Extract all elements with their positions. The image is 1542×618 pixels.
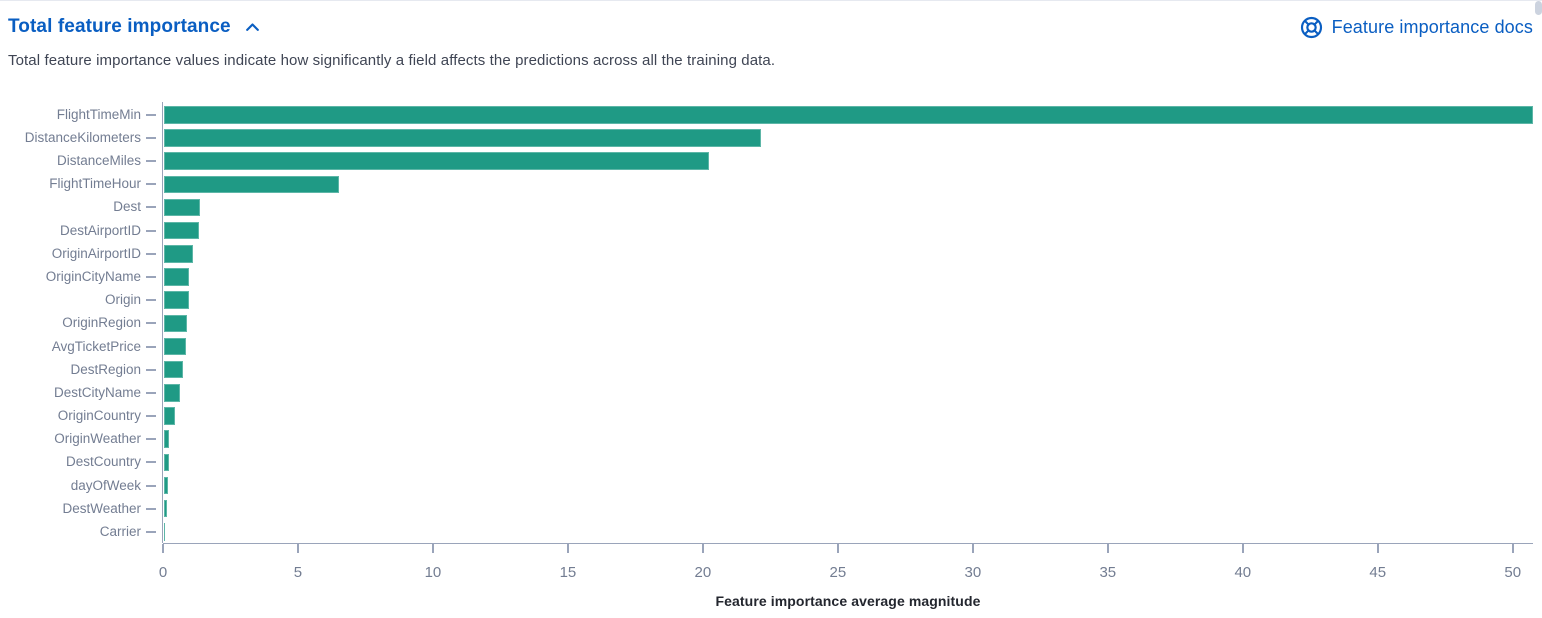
chart-bar — [164, 291, 189, 309]
chart-bar — [164, 106, 1533, 124]
y-axis-label: OriginCountry — [57, 408, 141, 423]
x-axis-tick-label: 30 — [964, 564, 982, 581]
y-axis-label: OriginCityName — [45, 268, 141, 284]
y-axis-tick — [146, 113, 156, 116]
y-axis-label: Origin — [104, 292, 141, 308]
x-axis-tick-label: 0 — [158, 564, 168, 581]
y-axis-tick — [146, 183, 156, 186]
y-axis-tick — [146, 252, 156, 255]
documentation-lifebuoy-icon — [1300, 16, 1323, 39]
chart-bar — [164, 314, 188, 333]
y-axis-tick — [146, 461, 156, 464]
vertical-scrollbar[interactable] — [1535, 1, 1542, 15]
y-axis-label: FlightTimeMin — [56, 106, 141, 122]
y-axis-label: Dest — [113, 199, 141, 215]
chart-bar — [164, 407, 175, 425]
chart-bar — [164, 337, 187, 356]
chart-bar — [164, 523, 165, 541]
y-axis-label: DestCityName — [53, 384, 141, 400]
x-axis-tick — [432, 544, 434, 554]
y-axis-line — [162, 102, 164, 543]
chart-bar — [164, 384, 180, 402]
y-axis-tick — [146, 229, 156, 232]
y-axis-tick — [146, 322, 156, 325]
y-axis-tick — [146, 530, 156, 533]
chart-bar — [164, 268, 190, 286]
chart-bar — [164, 198, 201, 217]
chart-bar — [164, 360, 183, 379]
y-axis-tick — [146, 345, 156, 348]
y-axis-label: DistanceMiles — [56, 153, 141, 169]
x-axis-tick-label: 15 — [559, 564, 577, 581]
y-axis-label: DistanceKilometers — [24, 129, 141, 145]
y-axis-label: DestWeather — [62, 500, 141, 516]
y-axis-label: dayOfWeek — [70, 477, 141, 493]
x-axis-tick — [567, 544, 569, 554]
x-axis-tick — [702, 544, 704, 554]
y-axis-label: OriginWeather — [54, 431, 141, 447]
y-axis-label: DestRegion — [70, 361, 141, 377]
chart-bar — [164, 453, 169, 472]
chart-bar — [164, 245, 193, 263]
y-axis-label: FlightTimeHour — [49, 176, 141, 192]
section-description: Total feature importance values indicate… — [8, 52, 776, 69]
chart-bar — [164, 430, 170, 448]
chart-bar — [164, 499, 168, 518]
x-axis-tick-label: 10 — [424, 564, 442, 581]
y-axis-label: DestAirportID — [59, 222, 141, 238]
chart-bar — [164, 221, 200, 240]
chart-bar — [164, 152, 710, 170]
y-axis-tick — [146, 484, 156, 487]
x-axis-title: Feature importance average magnitude — [715, 593, 981, 609]
x-axis-tick-label: 20 — [694, 564, 712, 581]
x-axis-tick-label: 50 — [1504, 564, 1522, 581]
chart-bar — [164, 476, 168, 495]
x-axis-tick — [162, 544, 164, 554]
panel-header: Total feature importance Feature importa… — [8, 13, 1533, 41]
docs-link-label: Feature importance docs — [1331, 16, 1533, 37]
y-axis-label: OriginRegion — [62, 315, 141, 331]
y-axis-label: DestCountry — [65, 454, 141, 470]
y-axis-tick — [146, 299, 156, 302]
total-feature-importance-toggle[interactable]: Total feature importance — [8, 16, 261, 38]
x-axis-tick — [1242, 544, 1244, 554]
feature-importance-docs-link[interactable]: Feature importance docs — [1300, 16, 1533, 39]
y-axis-label: Carrier — [99, 523, 141, 539]
y-axis-tick — [146, 368, 156, 371]
x-axis-tick-label: 45 — [1369, 564, 1387, 581]
y-axis-label: AvgTicketPrice — [51, 338, 141, 354]
y-axis-tick — [146, 438, 156, 441]
x-axis-tick-label: 35 — [1099, 564, 1117, 581]
x-axis-tick-label: 5 — [293, 564, 303, 581]
y-axis-tick — [146, 160, 156, 163]
x-axis-tick — [1107, 544, 1109, 554]
x-axis-tick-label: 25 — [829, 564, 847, 581]
section-title: Total feature importance — [8, 16, 231, 37]
y-axis-tick — [146, 391, 156, 394]
y-axis-tick — [146, 136, 156, 139]
x-axis-tick — [1377, 544, 1379, 554]
y-axis-tick — [146, 507, 156, 510]
y-axis-label: OriginAirportID — [51, 245, 141, 261]
chart-bar — [164, 175, 340, 194]
y-axis-tick — [146, 206, 156, 209]
x-axis-tick — [972, 544, 974, 554]
y-axis-tick — [146, 275, 156, 278]
x-axis-tick — [297, 544, 299, 554]
x-axis-tick — [1512, 544, 1514, 554]
y-axis-tick — [146, 415, 156, 417]
chart-bar — [164, 129, 761, 147]
chevron-up-icon — [244, 19, 261, 36]
x-axis-tick-label: 40 — [1234, 564, 1252, 581]
x-axis-line — [163, 543, 1533, 545]
x-axis-tick — [837, 544, 839, 554]
